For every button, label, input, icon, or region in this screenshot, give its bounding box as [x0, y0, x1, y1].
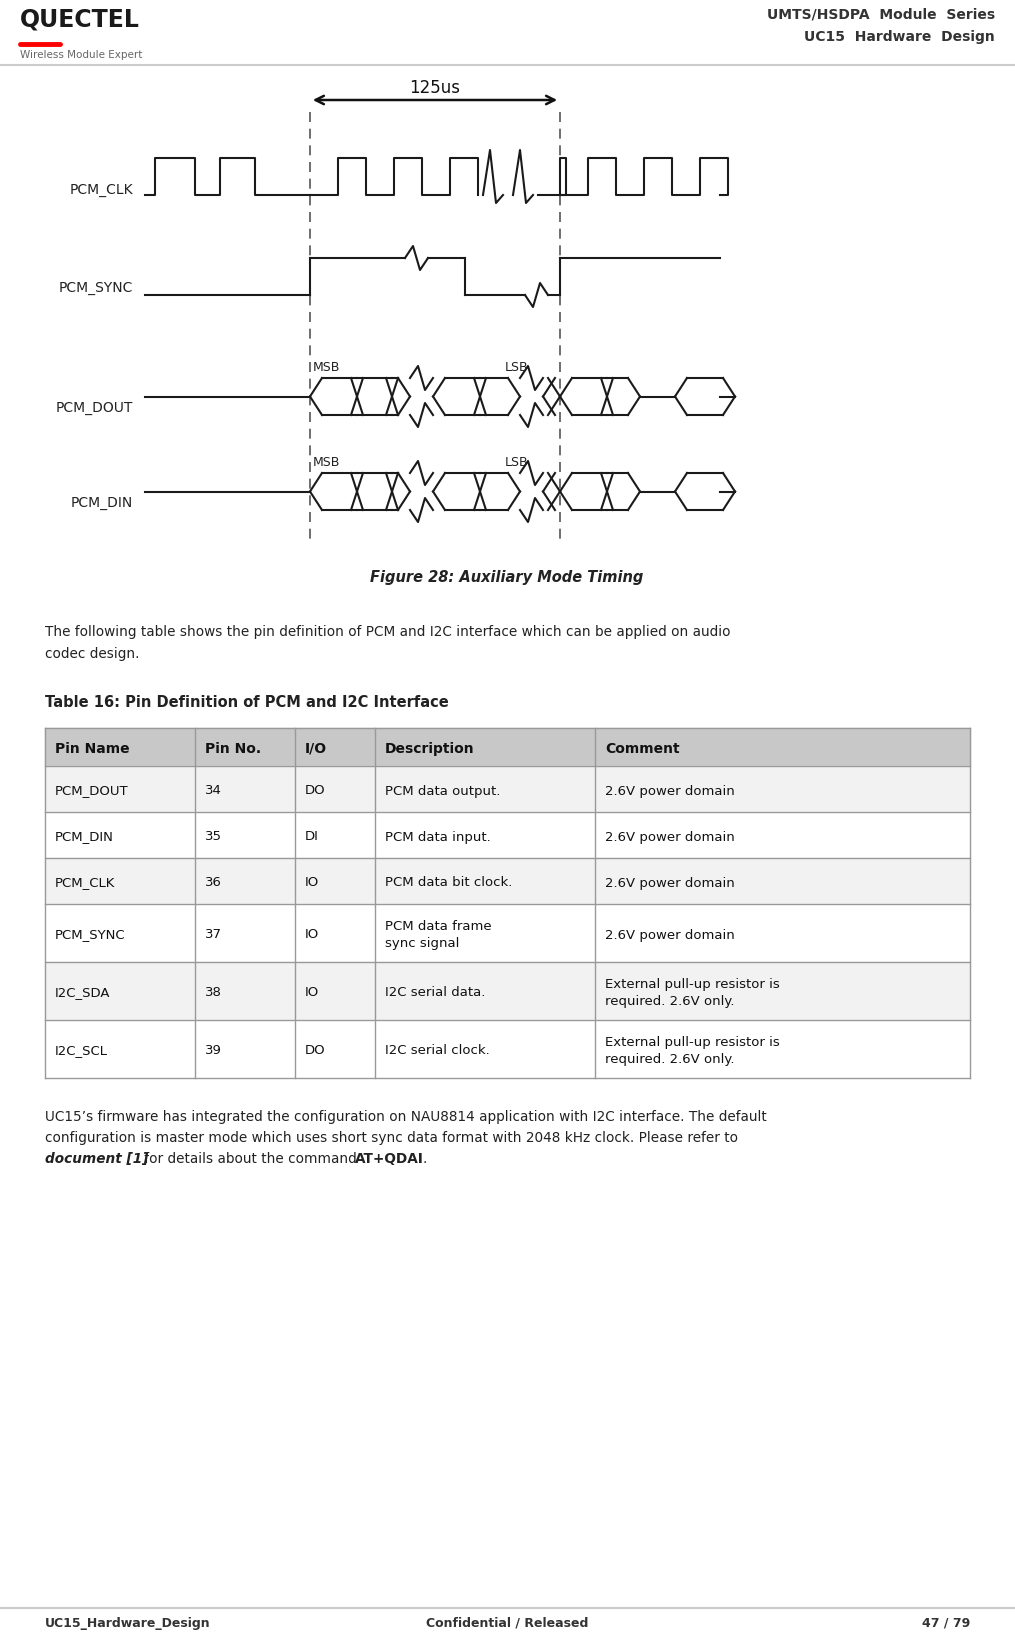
- Text: External pull-up resistor is
required. 2.6V only.: External pull-up resistor is required. 2…: [605, 1036, 780, 1065]
- Text: DO: DO: [304, 785, 326, 798]
- Text: AT+QDAI: AT+QDAI: [355, 1152, 424, 1165]
- Bar: [45, 905, 970, 962]
- Text: 36: 36: [205, 877, 222, 890]
- Text: 2.6V power domain: 2.6V power domain: [605, 831, 735, 844]
- Text: Description: Description: [385, 742, 475, 756]
- Text: 2.6V power domain: 2.6V power domain: [605, 929, 735, 941]
- Text: I/O: I/O: [304, 742, 327, 756]
- Text: PCM_DOUT: PCM_DOUT: [56, 402, 133, 415]
- Text: I2C serial data.: I2C serial data.: [385, 987, 485, 1000]
- Text: PCM_DIN: PCM_DIN: [55, 831, 114, 844]
- Text: Figure 28: Auxiliary Mode Timing: Figure 28: Auxiliary Mode Timing: [370, 570, 644, 585]
- Bar: [45, 857, 970, 905]
- Text: I2C serial clock.: I2C serial clock.: [385, 1044, 490, 1057]
- Text: Pin No.: Pin No.: [205, 742, 261, 756]
- Text: 47 / 79: 47 / 79: [922, 1616, 970, 1629]
- Text: LSB: LSB: [505, 361, 529, 374]
- Text: PCM_SYNC: PCM_SYNC: [59, 280, 133, 295]
- Text: for details about the command: for details about the command: [140, 1152, 361, 1165]
- Text: PCM_DOUT: PCM_DOUT: [55, 785, 129, 798]
- Text: IO: IO: [304, 987, 320, 1000]
- Text: PCM data bit clock.: PCM data bit clock.: [385, 877, 513, 890]
- Bar: [45, 728, 970, 765]
- Text: The following table shows the pin definition of PCM and I2C interface which can : The following table shows the pin defini…: [45, 624, 731, 639]
- Text: UC15  Hardware  Design: UC15 Hardware Design: [804, 30, 995, 44]
- Text: DI: DI: [304, 831, 319, 844]
- Text: codec design.: codec design.: [45, 647, 139, 661]
- Text: PCM_CLK: PCM_CLK: [55, 877, 116, 890]
- Bar: [45, 811, 970, 857]
- Bar: [45, 962, 970, 1019]
- Text: PCM data frame
sync signal: PCM data frame sync signal: [385, 919, 491, 951]
- Text: 125us: 125us: [409, 79, 461, 97]
- Text: 2.6V power domain: 2.6V power domain: [605, 785, 735, 798]
- Text: Table 16: Pin Definition of PCM and I2C Interface: Table 16: Pin Definition of PCM and I2C …: [45, 695, 449, 710]
- Text: QUECTEL: QUECTEL: [20, 8, 140, 33]
- Text: MSB: MSB: [313, 361, 340, 374]
- Text: IO: IO: [304, 877, 320, 890]
- Bar: [45, 1019, 970, 1078]
- Text: External pull-up resistor is
required. 2.6V only.: External pull-up resistor is required. 2…: [605, 978, 780, 1008]
- Text: 38: 38: [205, 987, 222, 1000]
- Bar: [45, 765, 970, 811]
- Text: .: .: [423, 1152, 427, 1165]
- Text: PCM data input.: PCM data input.: [385, 831, 490, 844]
- Text: 35: 35: [205, 831, 222, 844]
- Text: I2C_SCL: I2C_SCL: [55, 1044, 108, 1057]
- Text: UC15’s firmware has integrated the configuration on NAU8814 application with I2C: UC15’s firmware has integrated the confi…: [45, 1110, 766, 1124]
- Text: PCM_DIN: PCM_DIN: [71, 497, 133, 510]
- Text: 34: 34: [205, 785, 222, 798]
- Text: 37: 37: [205, 929, 222, 941]
- Text: document [1]: document [1]: [45, 1152, 148, 1165]
- Text: Confidential / Released: Confidential / Released: [426, 1616, 588, 1629]
- Text: LSB: LSB: [505, 456, 529, 469]
- Text: Pin Name: Pin Name: [55, 742, 130, 756]
- Text: PCM_SYNC: PCM_SYNC: [55, 929, 126, 941]
- Text: IO: IO: [304, 929, 320, 941]
- Text: configuration is master mode which uses short sync data format with 2048 kHz clo: configuration is master mode which uses …: [45, 1131, 738, 1146]
- Text: I2C_SDA: I2C_SDA: [55, 987, 111, 1000]
- Text: DO: DO: [304, 1044, 326, 1057]
- Text: UMTS/HSDPA  Module  Series: UMTS/HSDPA Module Series: [767, 8, 995, 21]
- Text: Wireless Module Expert: Wireless Module Expert: [20, 51, 142, 61]
- Text: 2.6V power domain: 2.6V power domain: [605, 877, 735, 890]
- Text: MSB: MSB: [313, 456, 340, 469]
- Text: PCM data output.: PCM data output.: [385, 785, 500, 798]
- Text: Comment: Comment: [605, 742, 680, 756]
- Text: UC15_Hardware_Design: UC15_Hardware_Design: [45, 1616, 211, 1629]
- Text: 39: 39: [205, 1044, 222, 1057]
- Text: PCM_CLK: PCM_CLK: [69, 184, 133, 197]
